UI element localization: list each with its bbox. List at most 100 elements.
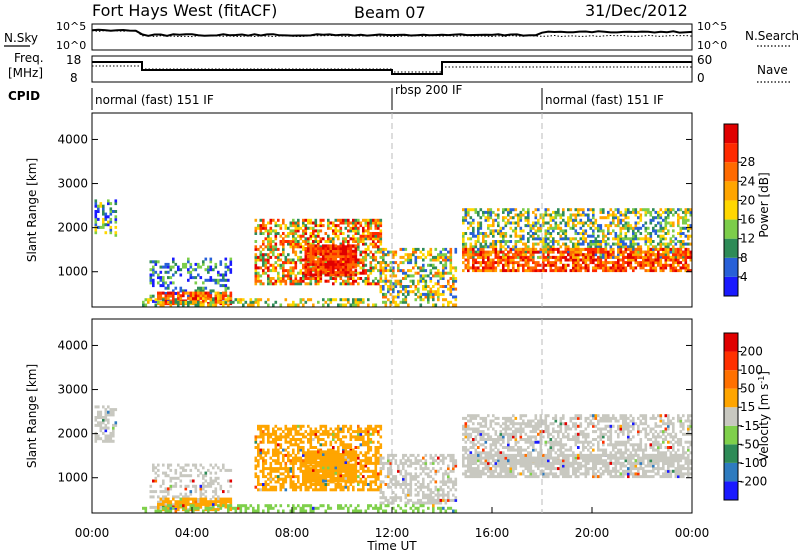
echo-cell-3331 <box>347 300 350 304</box>
echo-cell-3340 <box>357 303 360 307</box>
echo-cell-552 <box>284 480 288 484</box>
echo-cell-992 <box>357 456 360 460</box>
echo-cell-1544 <box>424 295 428 299</box>
echo-cell-2805 <box>529 258 533 262</box>
echo-cell-1523 <box>417 453 420 457</box>
echo-cell-3162 <box>669 258 673 262</box>
echo-cell-2068 <box>557 210 560 214</box>
echo-cell-107 <box>164 503 168 507</box>
echo-cell-1130 <box>379 469 383 473</box>
echo-cell-887 <box>342 282 345 286</box>
echo-cell-988 <box>357 263 360 267</box>
echo-cell-1354 <box>352 257 355 261</box>
echo-cell-1437 <box>394 282 398 286</box>
echo-cell-1706 <box>469 250 473 254</box>
echo-cell-3134 <box>657 250 660 254</box>
echo-cell-2981 <box>597 247 600 251</box>
echo-cell-1455 <box>402 475 405 479</box>
echo-cell-1102 <box>374 245 378 249</box>
echo-cell-706 <box>307 424 310 428</box>
echo-cell-2854 <box>552 269 555 273</box>
echo-cell-9 <box>94 204 98 208</box>
echo-cell-1042 <box>364 440 368 444</box>
echo-cell-1718 <box>472 234 475 238</box>
echo-cell-2133 <box>574 229 578 233</box>
echo-cell-1558 <box>427 263 430 267</box>
echo-cell-654 <box>302 245 305 249</box>
echo-cell-2069 <box>557 208 560 212</box>
echo-cell-2268 <box>607 216 610 220</box>
echo-cell-1222 <box>322 249 325 253</box>
echo-cell-1295 <box>339 262 343 266</box>
echo-cell-2322 <box>619 232 623 235</box>
echo-cell-2865 <box>554 255 558 259</box>
echo-cell-830 <box>327 430 330 434</box>
echo-cell-2818 <box>534 266 538 270</box>
echo-cell-1919 <box>522 229 525 233</box>
echo-cell-2436 <box>644 213 648 217</box>
echo-cell-412 <box>262 269 265 273</box>
echo-cell-658 <box>299 438 303 441</box>
echo-cell-1927 <box>524 224 528 228</box>
echo-cell-81 <box>157 273 160 277</box>
echo-cell-46 <box>109 202 113 206</box>
echo-cell-3172 <box>674 266 678 270</box>
echo-cell-1335 <box>347 247 350 250</box>
echo-cell-1175 <box>312 273 315 277</box>
echo-cell-1053 <box>367 456 370 460</box>
echo-cell-614 <box>294 229 298 233</box>
echo-cell-646 <box>299 488 303 492</box>
echo-cell-1208 <box>319 262 323 266</box>
echo-cell-2536 <box>667 213 670 217</box>
echo-cell-1256 <box>329 247 333 250</box>
echo-cell-2433 <box>644 229 648 233</box>
echo-cell-2922 <box>577 263 580 267</box>
echo-cell-937 <box>347 234 350 238</box>
echo-cell-271 <box>162 500 165 504</box>
echo-cell-758 <box>317 232 320 235</box>
echo-cell-1586 <box>434 274 438 278</box>
echo-cell-417 <box>262 253 265 257</box>
echo-cell-1609 <box>439 261 443 265</box>
echo-cell-3159 <box>669 269 673 273</box>
echo-cell-2279 <box>609 208 613 212</box>
echo-cell-1079 <box>369 218 373 222</box>
echo-cell-1641 <box>447 250 450 254</box>
echo-cell-319 <box>192 497 195 501</box>
echo-cell-917 <box>344 240 348 243</box>
echo-cell-2501 <box>659 213 663 217</box>
echo-cell-1197 <box>317 468 320 472</box>
echo-cell-385 <box>254 218 258 222</box>
echo-cell-1349 <box>352 476 355 480</box>
echo-cell-82 <box>154 490 158 494</box>
echo-cell-1891 <box>514 208 518 212</box>
echo-cell-1585 <box>434 282 438 286</box>
echo-cell-2249 <box>602 229 605 233</box>
echo-cell-342 <box>207 500 210 504</box>
echo-cell-1478 <box>407 488 410 492</box>
echo-cell-1773 <box>484 210 488 214</box>
echo-cell-1368 <box>354 450 358 454</box>
echo-cell-1326 <box>347 270 350 274</box>
echo-cell-1394 <box>384 282 388 286</box>
echo-cell-703 <box>309 242 313 246</box>
echo-cell-1517 <box>417 491 420 494</box>
echo-cell-2215 <box>592 208 595 212</box>
echo-cell-968 <box>352 221 355 225</box>
echo-cell-3065 <box>629 247 633 251</box>
echo-cell-568 <box>289 274 293 278</box>
echo-cell-2907 <box>572 258 575 262</box>
echo-cell-3220 <box>144 303 148 307</box>
echo-cell-186 <box>204 268 208 272</box>
echo-cell-2213 <box>592 213 595 217</box>
echo-cell-1784 <box>487 208 490 212</box>
echo-cell-2491 <box>659 245 663 249</box>
echo-cell-617 <box>294 221 298 225</box>
echo-cell-3276 <box>239 300 243 304</box>
echo-cell-570 <box>287 467 290 471</box>
echo-cell-1287 <box>337 461 340 464</box>
echo-cell-380 <box>254 245 258 249</box>
echo-cell-1419 <box>392 491 395 494</box>
echo-cell-772 <box>319 237 323 241</box>
echo-cell-2601 <box>684 234 688 238</box>
